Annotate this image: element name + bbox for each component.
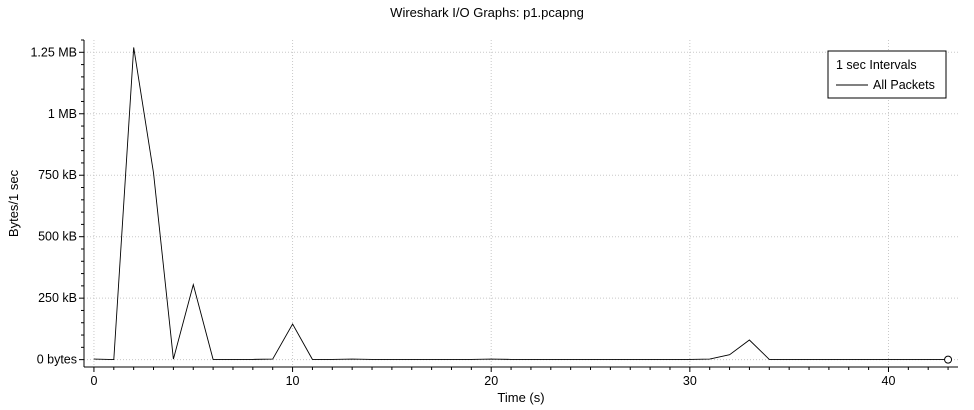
x-tick-label-0: 0 (90, 374, 97, 388)
data-point-0-33 (747, 338, 751, 342)
data-point-0-22 (529, 357, 533, 361)
x-tick-label-1: 10 (286, 374, 300, 388)
data-point-0-2 (132, 45, 136, 49)
grid-lines (84, 40, 958, 367)
data-point-0-4 (171, 357, 175, 361)
data-point-0-31 (708, 357, 712, 361)
data-point-0-14 (370, 357, 374, 361)
data-point-0-16 (410, 357, 414, 361)
y-tick-label-2: 500 kB (38, 230, 77, 244)
y-axis-ticks: 0 bytes 250 kB 500 kB 750 kB 1 MB 1.25 MB (30, 39, 84, 367)
y-tick-label-0: 0 bytes (37, 353, 77, 367)
data-point-0-0 (92, 357, 96, 361)
data-point-0-5 (191, 283, 195, 287)
data-point-0-32 (728, 353, 732, 357)
data-point-0-23 (549, 357, 553, 361)
data-point-0-8 (251, 357, 255, 361)
legend: 1 sec Intervals All Packets (827, 50, 947, 99)
data-point-0-30 (688, 357, 692, 361)
data-point-0-13 (350, 357, 354, 361)
data-point-0-26 (608, 357, 612, 361)
data-point-0-12 (330, 357, 334, 361)
data-point-0-35 (787, 357, 791, 361)
series-line-all-packets[interactable] (93, 47, 949, 361)
data-point-0-39 (867, 357, 871, 361)
data-point-0-38 (847, 357, 851, 361)
data-point-0-19 (469, 357, 473, 361)
x-tick-label-4: 40 (882, 374, 896, 388)
data-point-0-34 (767, 357, 771, 361)
data-point-0-6 (211, 357, 215, 361)
data-point-0-11 (310, 357, 314, 361)
x-axis-label: Time (s) (497, 390, 544, 405)
data-point-0-15 (390, 357, 394, 361)
data-point-0-25 (589, 357, 593, 361)
chart-title: Wireshark I/O Graphs: p1.pcapng (390, 5, 584, 20)
axes (83, 40, 958, 368)
legend-title: 1 sec Intervals (836, 58, 917, 72)
x-axis-ticks: 0 10 20 30 40 (90, 367, 949, 388)
plot-area[interactable] (92, 45, 953, 364)
data-point-0-37 (827, 357, 831, 361)
data-point-0-28 (648, 357, 652, 361)
data-point-0-18 (449, 357, 453, 361)
data-point-0-10 (291, 322, 295, 326)
data-point-0-29 (668, 357, 672, 361)
y-tick-label-4: 1 MB (48, 107, 77, 121)
y-tick-label-1: 250 kB (38, 291, 77, 305)
x-tick-label-2: 20 (484, 374, 498, 388)
legend-box (827, 50, 947, 99)
data-point-0-24 (569, 357, 573, 361)
data-point-0-40 (886, 357, 890, 361)
data-point-0-1 (112, 358, 116, 362)
data-point-0-3 (152, 171, 156, 175)
data-point-0-21 (509, 357, 513, 361)
data-point-0-43 (944, 355, 953, 364)
legend-entry-all-packets: All Packets (873, 78, 935, 92)
data-point-0-27 (628, 357, 632, 361)
data-point-0-9 (271, 357, 275, 361)
y-axis-label: Bytes/1 sec (6, 169, 21, 237)
y-tick-label-3: 750 kB (38, 168, 77, 182)
data-point-0-7 (231, 357, 235, 361)
y-tick-label-5: 1.25 MB (30, 45, 77, 59)
data-point-0-42 (926, 357, 930, 361)
data-point-0-41 (906, 357, 910, 361)
data-point-0-17 (430, 357, 434, 361)
data-point-0-36 (807, 357, 811, 361)
data-point-0-20 (489, 357, 493, 361)
x-tick-label-3: 30 (683, 374, 697, 388)
